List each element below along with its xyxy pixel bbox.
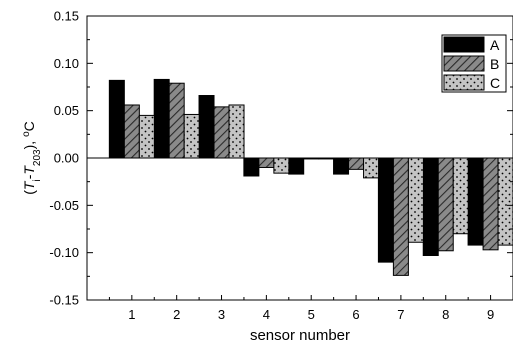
- legend-label-A: A: [490, 37, 500, 53]
- y-tick-label: 0.10: [54, 56, 79, 71]
- legend-swatch-A: [443, 36, 485, 53]
- y-axis-label-part: (: [21, 190, 37, 195]
- bar-A-2: [153, 78, 170, 159]
- legend-swatch-B: [443, 55, 485, 72]
- legend-label-C: C: [490, 75, 500, 91]
- bar-A-7: [377, 157, 394, 263]
- x-tick-label: 9: [487, 307, 494, 322]
- legend-label-B: B: [490, 56, 499, 72]
- bar-A-9: [467, 157, 484, 246]
- bar-B-8: [437, 157, 454, 252]
- bar-A-6: [333, 157, 350, 175]
- x-tick-label: 1: [128, 307, 135, 322]
- bars-layer: [108, 78, 513, 276]
- y-axis-label-part: o: [21, 131, 32, 137]
- y-axis-label-part: -: [21, 174, 37, 179]
- bar-C-7: [407, 157, 424, 243]
- bar-C-6: [363, 157, 380, 179]
- bar-A-3: [198, 95, 215, 159]
- bar-B-1: [123, 104, 140, 159]
- bar-C-1: [138, 114, 155, 159]
- x-tick-label: 3: [218, 307, 225, 322]
- bar-A-5: [288, 157, 305, 175]
- bar-C-2: [183, 113, 200, 159]
- y-axis-label-part: T: [21, 165, 37, 175]
- bar-C-4: [273, 157, 290, 174]
- y-tick-label: -0.10: [49, 245, 79, 260]
- y-tick-label: -0.05: [49, 198, 79, 213]
- bar-A-4: [243, 157, 260, 177]
- x-tick-label: 6: [352, 307, 359, 322]
- bar-B-7: [392, 157, 409, 276]
- x-axis-label: sensor number: [250, 327, 350, 344]
- y-tick-label: 0.00: [54, 151, 79, 166]
- y-tick-label: 0.05: [54, 103, 79, 118]
- y-axis-label: (Ti-T203), oC: [21, 121, 43, 195]
- y-axis-label-part: C: [21, 121, 37, 131]
- y-tick-label: -0.15: [49, 293, 79, 308]
- bar-C-8: [452, 157, 469, 235]
- bar-B-2: [168, 82, 185, 159]
- bar-B-9: [482, 157, 499, 251]
- bar-A-1: [108, 79, 125, 159]
- y-axis-label-part: 203: [32, 149, 43, 166]
- x-tick-label: 5: [308, 307, 315, 322]
- bar-A-8: [422, 157, 439, 257]
- x-tick-label: 4: [263, 307, 270, 322]
- y-tick-label: 0.15: [54, 9, 79, 24]
- bar-C-3: [228, 104, 245, 159]
- y-axis-label-part: ),: [21, 137, 37, 149]
- legend: ABC: [441, 34, 507, 93]
- axes: 0.15 0.10 0.05 0.00 -0.05 -0.10 -0.15 1 2 3 4 5 6 7 8 9: [49, 9, 513, 322]
- x-tick-label: 8: [442, 307, 449, 322]
- y-axis-label-part: i: [32, 179, 43, 181]
- bar-B-4: [258, 157, 275, 168]
- x-tick-label: 7: [397, 307, 404, 322]
- legend-swatch-C: [443, 74, 485, 91]
- bar-B-6: [348, 157, 365, 170]
- bar-B-3: [213, 106, 230, 159]
- y-axis-label-part: T: [21, 180, 37, 190]
- x-tick-label: 2: [173, 307, 180, 322]
- bar-C-9: [497, 157, 513, 246]
